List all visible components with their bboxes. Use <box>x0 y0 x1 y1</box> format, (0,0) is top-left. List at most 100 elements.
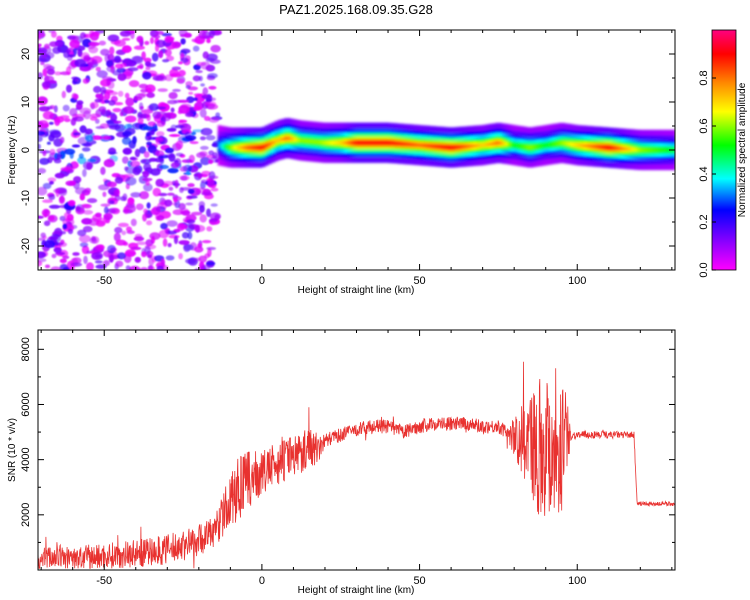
noise-blob <box>188 91 194 95</box>
noise-blob <box>162 180 174 186</box>
ridge-segment <box>388 141 392 145</box>
noise-blob <box>113 102 124 106</box>
noise-blob <box>178 119 188 123</box>
noise-blob <box>107 34 120 42</box>
noise-blob <box>162 59 170 63</box>
noise-blob <box>195 224 200 233</box>
noise-blob <box>53 247 62 253</box>
noise-blob <box>206 38 211 44</box>
noise-blob <box>148 265 156 270</box>
noise-blob <box>172 88 181 92</box>
noise-blob <box>155 137 163 141</box>
noise-blob <box>192 75 201 82</box>
noise-blob <box>92 213 102 222</box>
colorbar-tick-label: 0.4 <box>698 166 710 181</box>
ridge-segment <box>419 143 424 148</box>
noise-blob <box>206 208 211 217</box>
ridge-segment <box>558 141 563 145</box>
noise-blob <box>200 127 213 136</box>
ridge-segment <box>511 143 515 147</box>
noise-blob <box>59 215 66 222</box>
ridge-segment <box>665 148 670 152</box>
noise-blob <box>103 213 113 219</box>
ridge-segment <box>280 137 285 142</box>
ridge-segment <box>249 145 254 150</box>
ridge-segment <box>290 137 295 141</box>
ridge-segment <box>634 147 638 152</box>
noise-blob <box>58 195 65 204</box>
noise-blob <box>167 243 172 248</box>
noise-blob <box>41 81 52 88</box>
noise-blob <box>185 85 191 89</box>
ridge-segment <box>466 144 471 149</box>
noise-blob <box>56 40 64 48</box>
ridge-segment <box>552 142 556 146</box>
noise-blob <box>82 161 94 170</box>
noise-blob <box>185 112 194 118</box>
noise-blob <box>54 71 62 76</box>
noise-blob <box>100 203 111 207</box>
noise-blob <box>200 179 208 184</box>
noise-blob <box>144 61 152 67</box>
noise-blob <box>197 243 203 248</box>
noise-blob <box>125 115 137 123</box>
noise-blob <box>167 167 179 174</box>
noise-blob <box>79 107 92 115</box>
noise-blob <box>125 97 135 107</box>
noise-blob <box>149 232 161 240</box>
spectrogram-panel: -50 0 50 100 -20 -10 0 10 20 Height of straight … <box>7 29 676 296</box>
noise-blob <box>48 215 55 221</box>
noise-blob <box>65 218 71 222</box>
noise-blob <box>157 88 168 92</box>
ridge-segment <box>593 144 597 149</box>
noise-blob <box>210 203 218 207</box>
noise-blob <box>48 204 61 209</box>
noise-blob <box>112 70 121 76</box>
noise-blob <box>95 66 101 72</box>
noise-blob <box>59 136 65 144</box>
noise-blob <box>103 206 109 214</box>
noise-blob <box>166 220 178 227</box>
colorbar-tick-label: 0.2 <box>698 214 710 229</box>
noise-blob <box>198 30 207 40</box>
noise-blob <box>79 125 87 134</box>
ridge-segment <box>236 145 241 150</box>
ridge-segment <box>328 140 332 145</box>
noise-blob <box>100 166 106 175</box>
noise-blob <box>137 112 143 120</box>
ridge-segment <box>321 140 326 145</box>
y-tick-label: 0 <box>20 147 32 153</box>
ridge-segment <box>630 147 635 152</box>
noise-blob <box>155 44 160 52</box>
noise-blob <box>42 182 52 190</box>
noise-blob <box>142 213 147 222</box>
noise-blob <box>42 150 47 157</box>
ridge-segment <box>460 144 465 149</box>
noise-blob <box>136 241 147 246</box>
ridge-segment <box>545 143 550 147</box>
noise-blob <box>102 191 107 197</box>
spectrogram-xlabel: Height of straight line (km) <box>298 285 415 296</box>
noise-blob <box>107 151 118 155</box>
noise-blob <box>117 222 129 228</box>
noise-blob <box>150 37 154 44</box>
ridge-segment <box>400 142 405 146</box>
noise-blob <box>199 136 206 141</box>
noise-blob <box>187 231 193 240</box>
noise-blob <box>48 194 56 201</box>
noise-blob <box>50 266 62 270</box>
noise-blob <box>83 54 91 62</box>
ridge-segment <box>501 141 506 146</box>
noise-blob <box>197 173 203 179</box>
noise-blob <box>161 32 172 37</box>
noise-blob <box>127 67 139 72</box>
noise-blob <box>206 246 217 251</box>
noise-blob <box>199 108 207 118</box>
noise-blob <box>175 152 184 157</box>
noise-blob <box>69 108 78 117</box>
noise-blob <box>146 141 153 146</box>
noise-blob <box>200 264 210 270</box>
noise-blob <box>102 135 112 140</box>
noise-blob <box>155 131 165 137</box>
ridge-segment <box>246 145 250 150</box>
